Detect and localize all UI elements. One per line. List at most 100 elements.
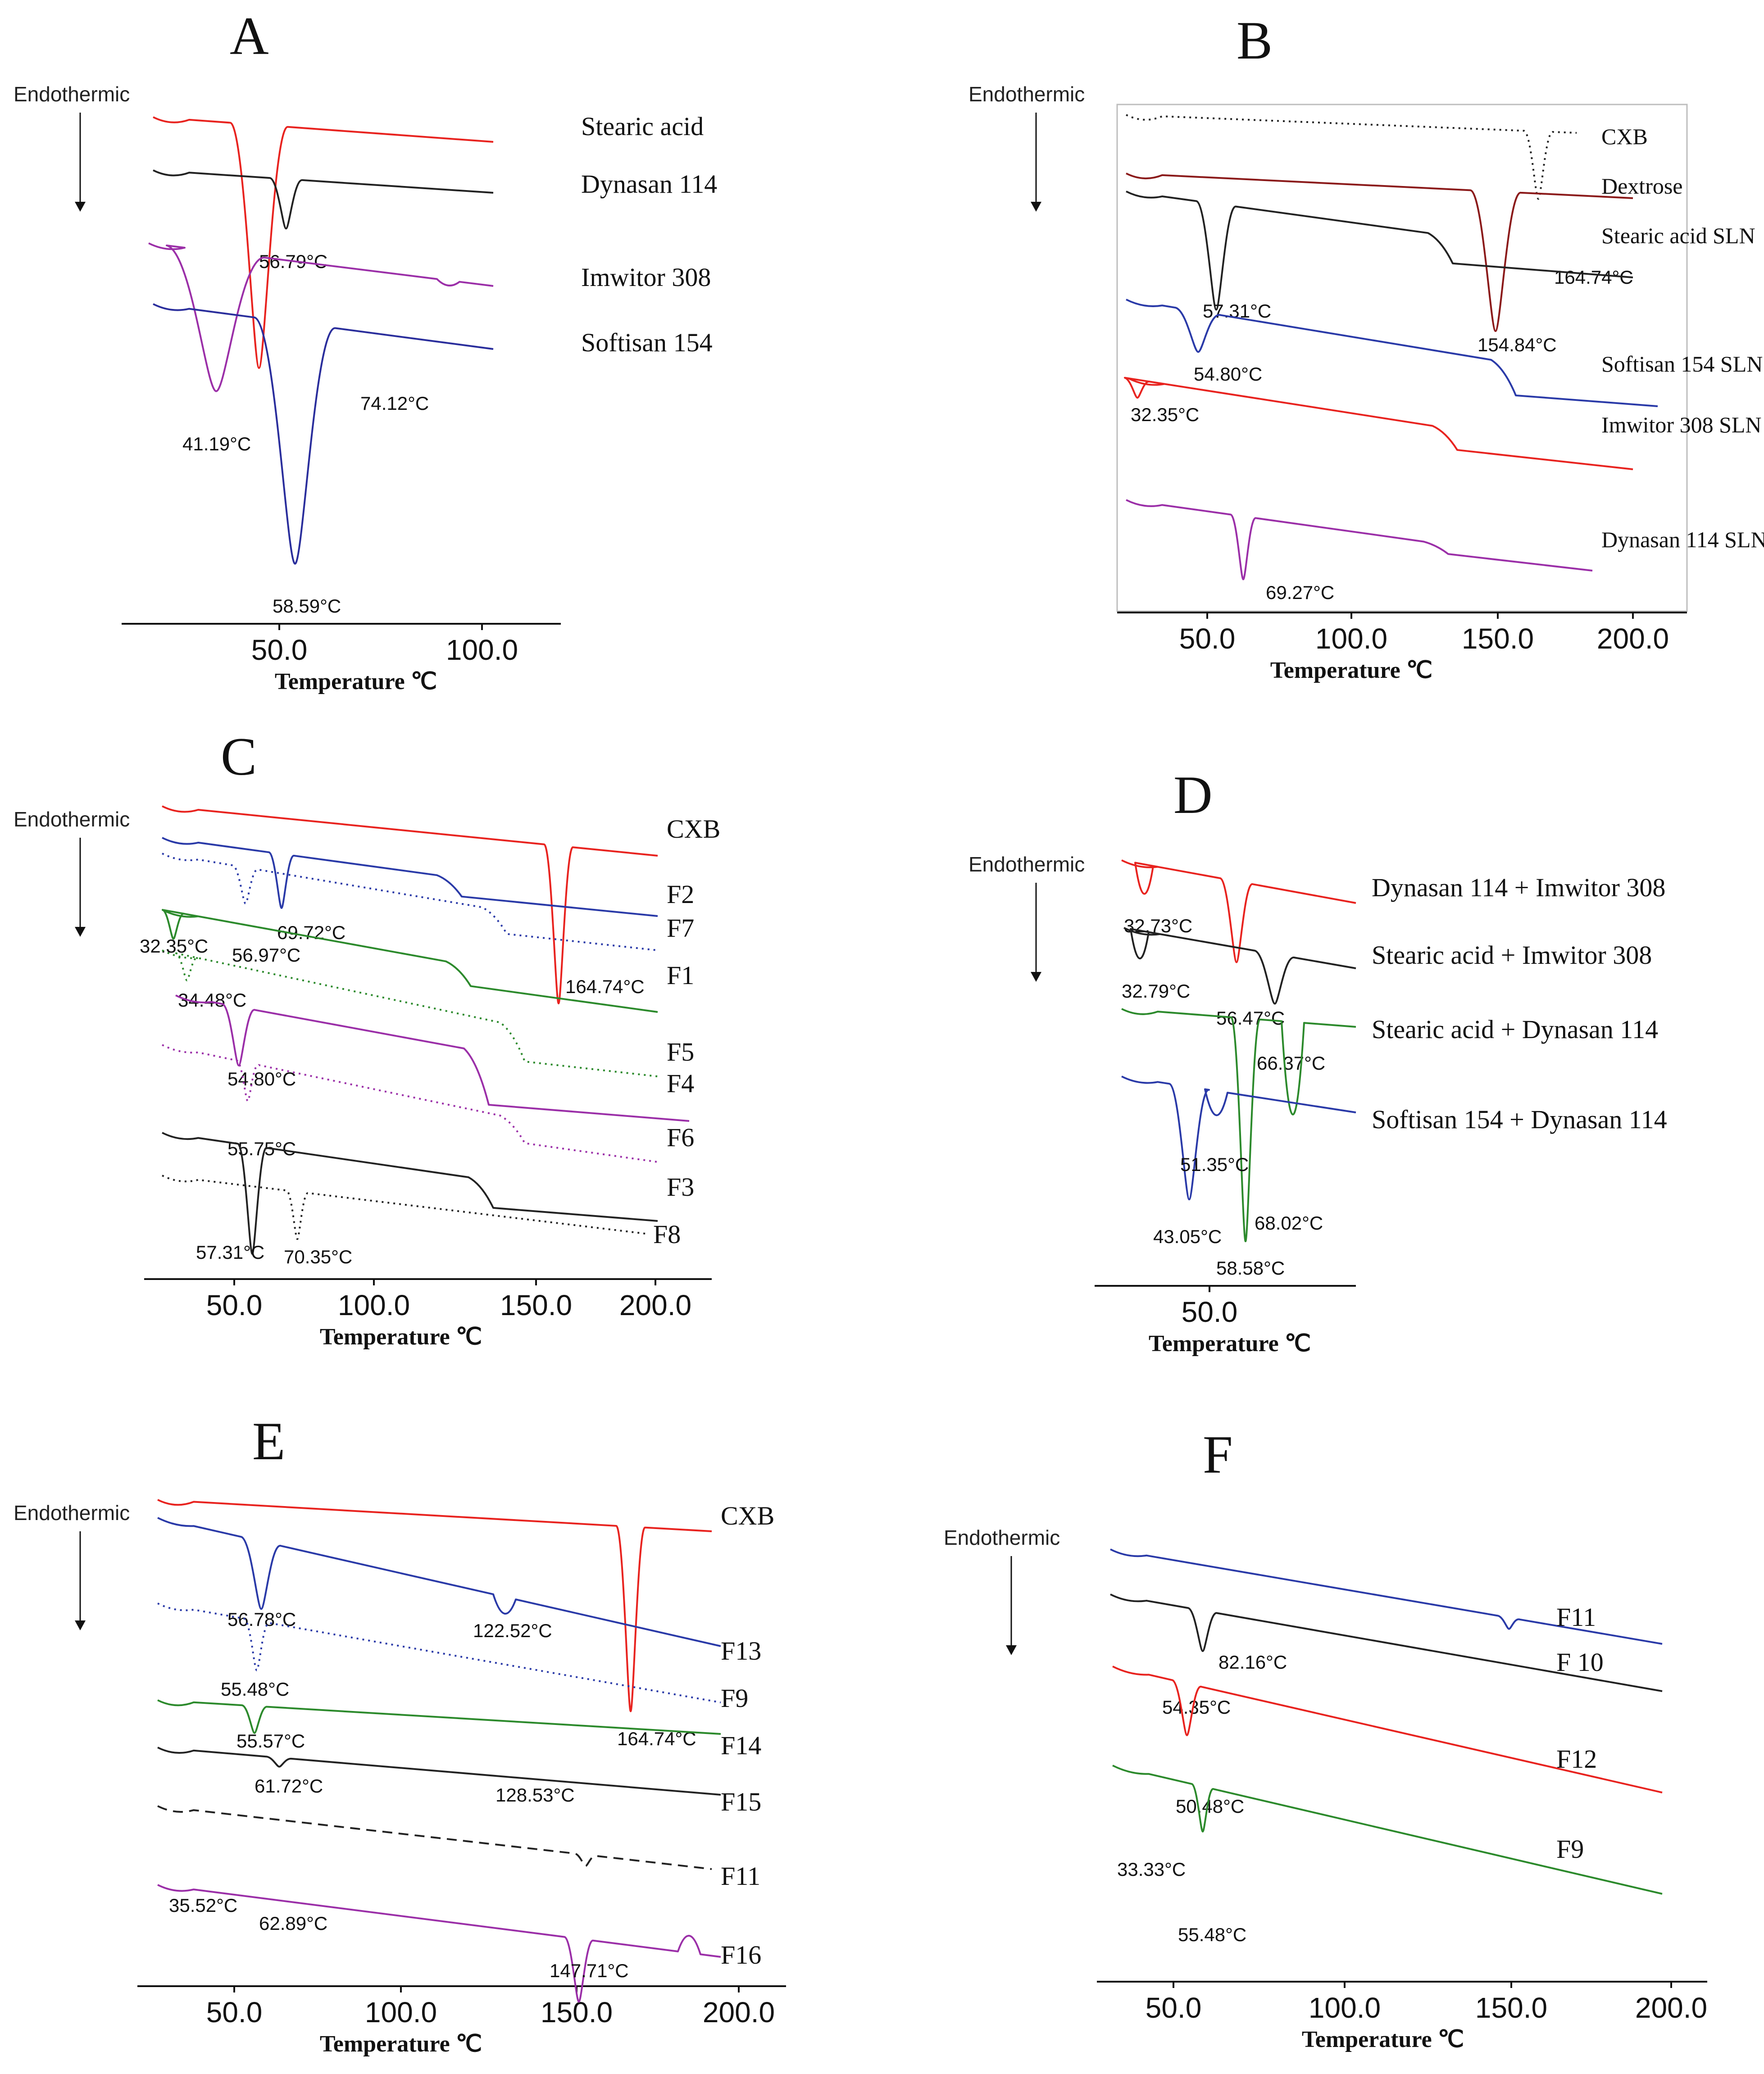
x-axis-label: Temperature ℃ (1302, 2027, 1464, 2052)
series-label: CXB (667, 814, 720, 844)
panel-a: A Endothermic 50.0 100.0 Temperature ℃ Steari… (14, 6, 717, 694)
y-axis-label: Endothermic (968, 82, 1085, 106)
peak-annotation: 32.35°C (1131, 404, 1199, 425)
series-label: F8 (653, 1220, 681, 1249)
series-label: Stearic acid + Dynasan 114 (1372, 1015, 1658, 1044)
peak-annotation: 50.48°C (1176, 1796, 1244, 1817)
arrow-head (75, 927, 86, 937)
peak-annotation: 57.31°C (196, 1242, 264, 1263)
peak-annotation: 70.35°C (284, 1246, 352, 1267)
peak-annotation: 55.48°C (221, 1679, 289, 1700)
x-tick-label: 50.0 (206, 1289, 263, 1321)
y-axis-label: Endothermic (14, 808, 130, 831)
panel-b-frame (1116, 104, 1688, 612)
peak-annotation: 164.74°C (565, 976, 645, 997)
series-label: F9 (1556, 1834, 1584, 1864)
series-line-f12 (1112, 1666, 1663, 1793)
x-tick-label: 200.0 (703, 1996, 775, 2029)
peak-annotation: 66.37°C (1257, 1053, 1325, 1074)
series-line-f9 (1112, 1765, 1663, 1895)
series-label: Softisan 154 (581, 328, 713, 357)
peak-annotation: 58.59°C (273, 595, 341, 617)
series-label: Imwitor 308 (581, 263, 711, 292)
series-line-dynasan-114 (153, 169, 494, 230)
series-label: F11 (721, 1861, 760, 1891)
panel-letter: B (1237, 10, 1273, 70)
peak-annotation: 56.97°C (232, 944, 300, 966)
series-label: Softisan 154 + Dynasan 114 (1372, 1105, 1667, 1134)
peak-annotation: 68.02°C (1255, 1212, 1323, 1234)
x-tick-label: 100.0 (365, 1996, 437, 2029)
arrow-head (1006, 1645, 1017, 1655)
peak-annotation: 33.33°C (1117, 1859, 1186, 1880)
peak-annotation: 54.35°C (1162, 1697, 1231, 1718)
series-line-imwitor-308-sln (1124, 377, 1633, 470)
series-line-f11 (1110, 1548, 1663, 1645)
peak-annotation: 32.35°C (140, 935, 208, 957)
series-line-stearic-acid-dynasan-114 (1121, 1008, 1356, 1243)
series-label: F14 (721, 1731, 761, 1760)
series-label: F9 (721, 1684, 748, 1713)
x-tick-label: 100.0 (1309, 1992, 1381, 2024)
arrow-head (1031, 972, 1041, 982)
series-label: F15 (721, 1787, 761, 1816)
series-line-f13 (157, 1517, 721, 1647)
panel-letter: C (221, 726, 257, 786)
series-label: Dynasan 114 SLN (1601, 527, 1764, 552)
series-label: F12 (1556, 1744, 1597, 1774)
y-axis-label: Endothermic (944, 1526, 1060, 1549)
peak-annotation: 154.84°C (1478, 334, 1557, 355)
panel-c: C Endothermic 50.0 100.0 150.0 200.0 Temperatu… (14, 726, 720, 1350)
x-tick-label: 50.0 (1146, 1992, 1202, 2024)
peak-annotation: 69.27°C (1266, 582, 1334, 603)
peak-annotation: 58.58°C (1216, 1257, 1285, 1279)
series-line-dextrose (1126, 172, 1633, 332)
series-line-stearic-acid (153, 116, 494, 369)
series-line-f5 (162, 949, 658, 1077)
peak-annotation: 43.05°C (1153, 1226, 1222, 1247)
panel-letter: E (252, 1411, 285, 1471)
peak-annotation: 51.35°C (1180, 1154, 1249, 1175)
x-tick-label: 150.0 (541, 1996, 613, 2029)
x-tick-label: 50.0 (251, 634, 308, 666)
series-label: Softisan 154 SLN (1601, 351, 1763, 377)
series-label: F7 (667, 913, 694, 943)
series-line-f8 (162, 1175, 649, 1240)
x-tick-label: 100.0 (1315, 622, 1387, 655)
x-tick-label: 200.0 (619, 1289, 691, 1321)
y-axis-label: Endothermic (14, 82, 130, 106)
peak-annotation: 74.12°C (360, 393, 429, 414)
series-label: F4 (667, 1069, 694, 1098)
peak-annotation: 55.48°C (1178, 1924, 1246, 1945)
series-line-softisan-154-dynasan-114 (1121, 1076, 1356, 1201)
peak-annotation: 55.57°C (236, 1730, 305, 1752)
series-label: F1 (667, 961, 694, 990)
series-label: F3 (667, 1172, 694, 1202)
series-line-cxb (1126, 114, 1577, 200)
peak-annotation: 32.79°C (1122, 980, 1190, 1002)
peak-annotation: 54.80°C (1194, 363, 1262, 385)
series-label: F5 (667, 1037, 694, 1066)
x-tick-label: 100.0 (338, 1289, 410, 1321)
series-line-f6 (162, 1044, 658, 1163)
series-line-dynasan-114-imwitor-308 (1121, 859, 1356, 963)
y-axis-label: Endothermic (968, 853, 1085, 876)
x-tick-label: 150.0 (500, 1289, 572, 1321)
series-label: F13 (721, 1636, 761, 1666)
x-tick-label: 200.0 (1597, 622, 1669, 655)
series-line-softisan-154-sln (1126, 299, 1658, 407)
panel-letter: A (230, 6, 269, 66)
x-axis-label: Temperature ℃ (275, 669, 437, 694)
series-line-f16 (157, 1884, 721, 2003)
series-label: Dextrose (1601, 173, 1683, 199)
series-label: F2 (667, 880, 694, 909)
series-line-f14 (157, 1699, 721, 1735)
series-label: Dynasan 114 (581, 169, 717, 199)
series-label: Stearic acid SLN (1601, 223, 1755, 248)
panel-e: E Endothermic 50.0 100.0 150.0 200.0 Temperatu… (14, 1411, 786, 2057)
x-tick-label: 50.0 (206, 1996, 263, 2029)
series-line-f11 (157, 1805, 712, 1870)
x-tick-label: 50.0 (1179, 622, 1236, 655)
series-line-f7 (162, 853, 658, 951)
